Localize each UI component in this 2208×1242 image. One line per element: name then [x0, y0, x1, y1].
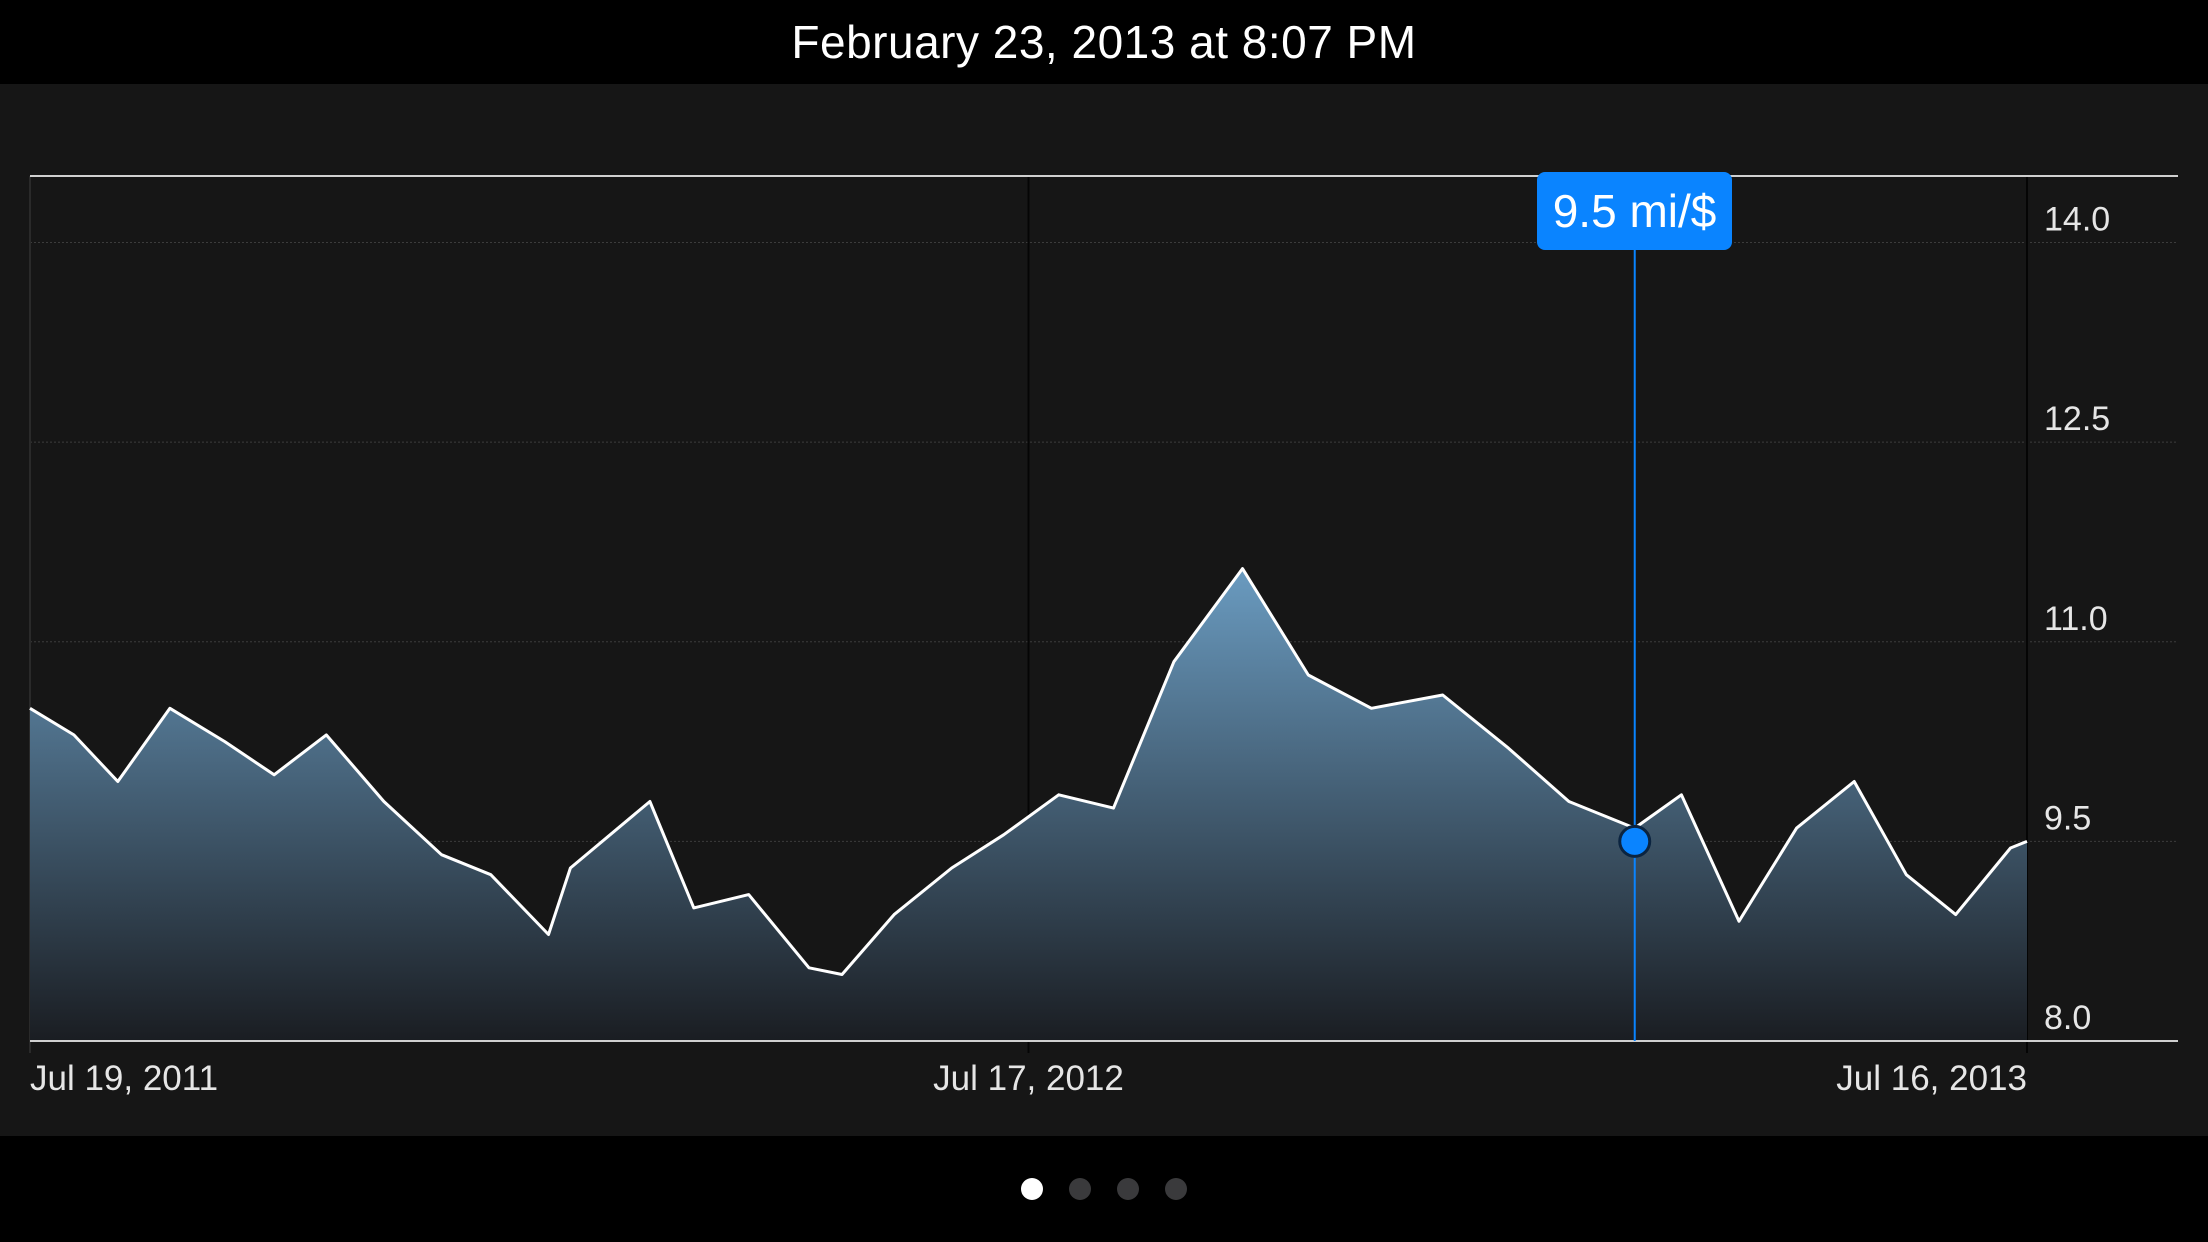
x-tick-label: Jul 17, 2012: [933, 1059, 1124, 1098]
chart-panel[interactable]: 8.0 9.5 11.0 12.5 14.0 Jul 19, 2011 Jul 17, 20…: [0, 84, 2208, 1136]
page-dot[interactable]: [1165, 1178, 1187, 1200]
selected-value-tooltip: 9.5 mi/$: [1536, 172, 1733, 250]
series-area-fill: [30, 568, 2027, 1041]
y-tick-label: 14.0: [2044, 201, 2110, 239]
page-dot[interactable]: [1021, 1178, 1043, 1200]
page-indicator[interactable]: [0, 1136, 2208, 1242]
header: February 23, 2013 at 8:07 PM: [0, 0, 2208, 84]
series-line: [29, 567, 2028, 976]
y-tick-label: 8.0: [2044, 999, 2091, 1037]
page-dot[interactable]: [1069, 1178, 1091, 1200]
selected-date-title: February 23, 2013 at 8:07 PM: [791, 16, 1417, 68]
selected-point-marker: [1618, 824, 1652, 858]
y-tick-label: 11.0: [2044, 600, 2108, 638]
area-chart[interactable]: 8.0 9.5 11.0 12.5 14.0 Jul 19, 2011 Jul 17, 20…: [0, 84, 2208, 1136]
selected-value-label: 9.5 mi/$: [1552, 185, 1717, 237]
y-tick-label: 12.5: [2044, 400, 2110, 438]
x-tick-label: Jul 16, 2013: [1836, 1059, 2027, 1098]
x-tick-label: Jul 19, 2011: [30, 1059, 218, 1098]
y-tick-label: 9.5: [2044, 799, 2091, 837]
page-dot[interactable]: [1117, 1178, 1139, 1200]
